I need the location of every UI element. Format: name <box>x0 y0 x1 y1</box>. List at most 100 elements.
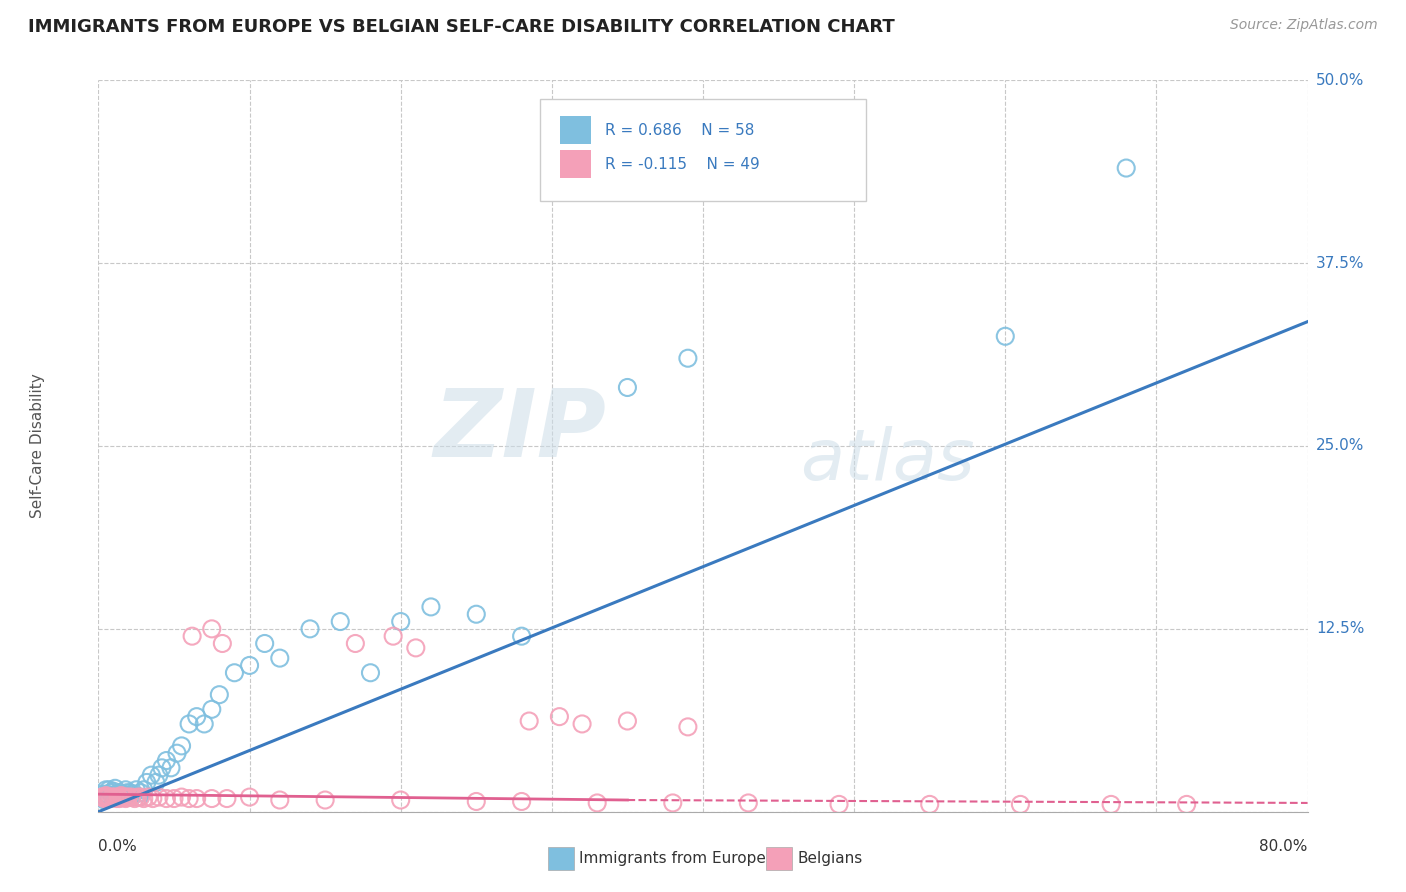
Point <box>253 636 276 650</box>
Point <box>91 790 114 805</box>
Point <box>94 790 117 805</box>
Point <box>127 790 149 805</box>
Point <box>465 795 488 809</box>
Point <box>918 797 941 812</box>
Point <box>98 782 121 797</box>
Point <box>211 636 233 650</box>
Text: R = -0.115    N = 49: R = -0.115 N = 49 <box>605 157 759 172</box>
Text: Self-Care Disability: Self-Care Disability <box>31 374 45 518</box>
Point <box>177 717 201 731</box>
Point <box>111 787 134 801</box>
FancyBboxPatch shape <box>561 116 591 144</box>
Point <box>177 791 201 805</box>
Point <box>510 629 533 643</box>
Point <box>105 787 128 801</box>
Point <box>1099 797 1122 812</box>
Point <box>115 786 138 800</box>
Point <box>98 791 121 805</box>
Point <box>314 793 336 807</box>
Point <box>104 790 127 805</box>
Point <box>1010 797 1032 812</box>
Point <box>105 791 128 805</box>
Point <box>405 640 427 655</box>
Point <box>96 790 118 805</box>
Point <box>148 768 170 782</box>
Point <box>828 797 851 812</box>
Point <box>586 796 609 810</box>
Point <box>91 787 114 801</box>
Point <box>110 790 132 805</box>
Point <box>186 709 208 723</box>
Point <box>737 796 759 810</box>
Text: 50.0%: 50.0% <box>1316 73 1364 87</box>
Point <box>208 688 231 702</box>
Text: 80.0%: 80.0% <box>1260 839 1308 855</box>
Point <box>108 786 131 800</box>
Point <box>616 714 638 728</box>
Text: Source: ZipAtlas.com: Source: ZipAtlas.com <box>1230 18 1378 32</box>
Point <box>136 790 159 805</box>
Point <box>121 790 143 805</box>
Point <box>201 791 224 805</box>
Point <box>389 793 412 807</box>
Point <box>299 622 322 636</box>
Point <box>186 791 208 805</box>
Point <box>101 790 124 805</box>
Point <box>676 351 699 366</box>
Point <box>193 717 215 731</box>
Point <box>100 791 122 805</box>
Point <box>145 775 167 789</box>
Point <box>129 786 152 800</box>
Point <box>419 599 441 614</box>
Point <box>181 629 204 643</box>
Point <box>114 782 136 797</box>
Point <box>101 789 124 803</box>
Point <box>148 790 170 805</box>
Point <box>517 714 540 728</box>
Point <box>94 790 117 805</box>
Point <box>269 793 291 807</box>
Point <box>125 782 148 797</box>
FancyBboxPatch shape <box>561 151 591 178</box>
Point <box>104 781 127 796</box>
Point <box>389 615 412 629</box>
Text: R = 0.686    N = 58: R = 0.686 N = 58 <box>605 122 755 137</box>
Point <box>114 791 136 805</box>
Point <box>90 790 112 805</box>
Point <box>994 329 1017 343</box>
Point <box>96 787 118 801</box>
Point <box>166 746 188 760</box>
Point <box>129 790 152 805</box>
Point <box>269 651 291 665</box>
Point <box>360 665 382 680</box>
Point <box>108 791 131 805</box>
Point <box>141 768 163 782</box>
Point <box>170 739 193 753</box>
Point <box>115 790 138 805</box>
Point <box>107 790 129 805</box>
Point <box>616 380 638 394</box>
Point <box>107 790 129 805</box>
Point <box>224 665 246 680</box>
Point <box>93 791 115 805</box>
Point <box>1175 797 1198 812</box>
Point <box>329 615 352 629</box>
Point <box>239 790 262 805</box>
Point <box>150 761 173 775</box>
Point <box>344 636 367 650</box>
Point <box>103 784 125 798</box>
Point <box>142 791 165 805</box>
Text: ZIP: ZIP <box>433 385 606 477</box>
Point <box>94 782 117 797</box>
Text: 25.0%: 25.0% <box>1316 439 1364 453</box>
Point <box>118 790 141 805</box>
Point <box>571 717 593 731</box>
Text: 37.5%: 37.5% <box>1316 256 1364 270</box>
Point <box>382 629 405 643</box>
Text: Belgians: Belgians <box>797 852 862 866</box>
Text: 0.0%: 0.0% <box>98 839 138 855</box>
Point <box>135 775 157 789</box>
Point <box>122 787 145 801</box>
Point <box>661 796 683 810</box>
Point <box>100 786 122 800</box>
